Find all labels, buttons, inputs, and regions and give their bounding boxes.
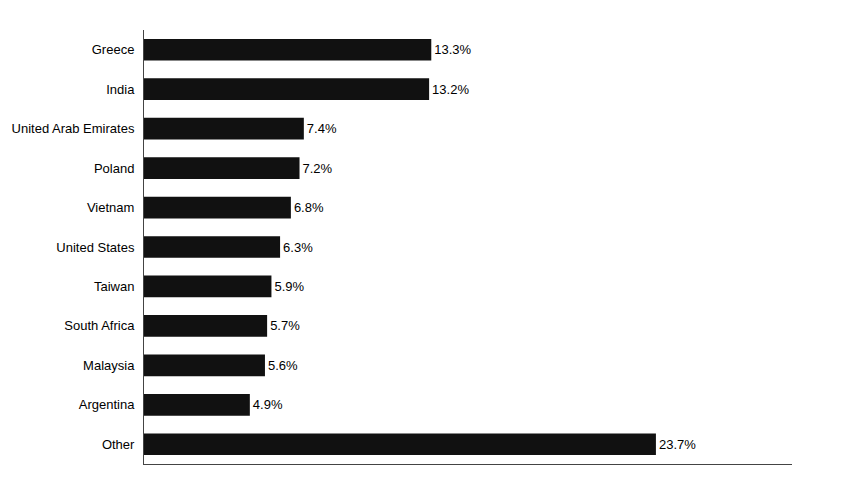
svg-text:5.6%: 5.6% [268, 358, 298, 373]
svg-text:Other: Other [102, 437, 135, 452]
svg-text:13.3%: 13.3% [434, 42, 471, 57]
svg-text:Malaysia: Malaysia [83, 358, 135, 373]
svg-text:Vietnam: Vietnam [87, 200, 134, 215]
svg-text:South Africa: South Africa [64, 318, 135, 333]
svg-text:6.8%: 6.8% [294, 200, 324, 215]
svg-text:Poland: Poland [94, 161, 134, 176]
svg-text:6.3%: 6.3% [283, 240, 313, 255]
svg-text:Argentina: Argentina [79, 397, 135, 412]
svg-text:7.2%: 7.2% [303, 161, 333, 176]
svg-text:7.4%: 7.4% [307, 121, 337, 136]
svg-text:United States: United States [56, 240, 135, 255]
svg-text:5.7%: 5.7% [270, 318, 300, 333]
svg-text:United Arab Emirates: United Arab Emirates [12, 121, 135, 136]
svg-text:Taiwan: Taiwan [94, 279, 134, 294]
svg-text:13.2%: 13.2% [432, 82, 469, 97]
svg-text:23.7%: 23.7% [659, 437, 696, 452]
svg-text:4.9%: 4.9% [253, 397, 283, 412]
svg-text:Greece: Greece [92, 42, 135, 57]
svg-text:India: India [106, 82, 135, 97]
svg-text:5.9%: 5.9% [274, 279, 304, 294]
